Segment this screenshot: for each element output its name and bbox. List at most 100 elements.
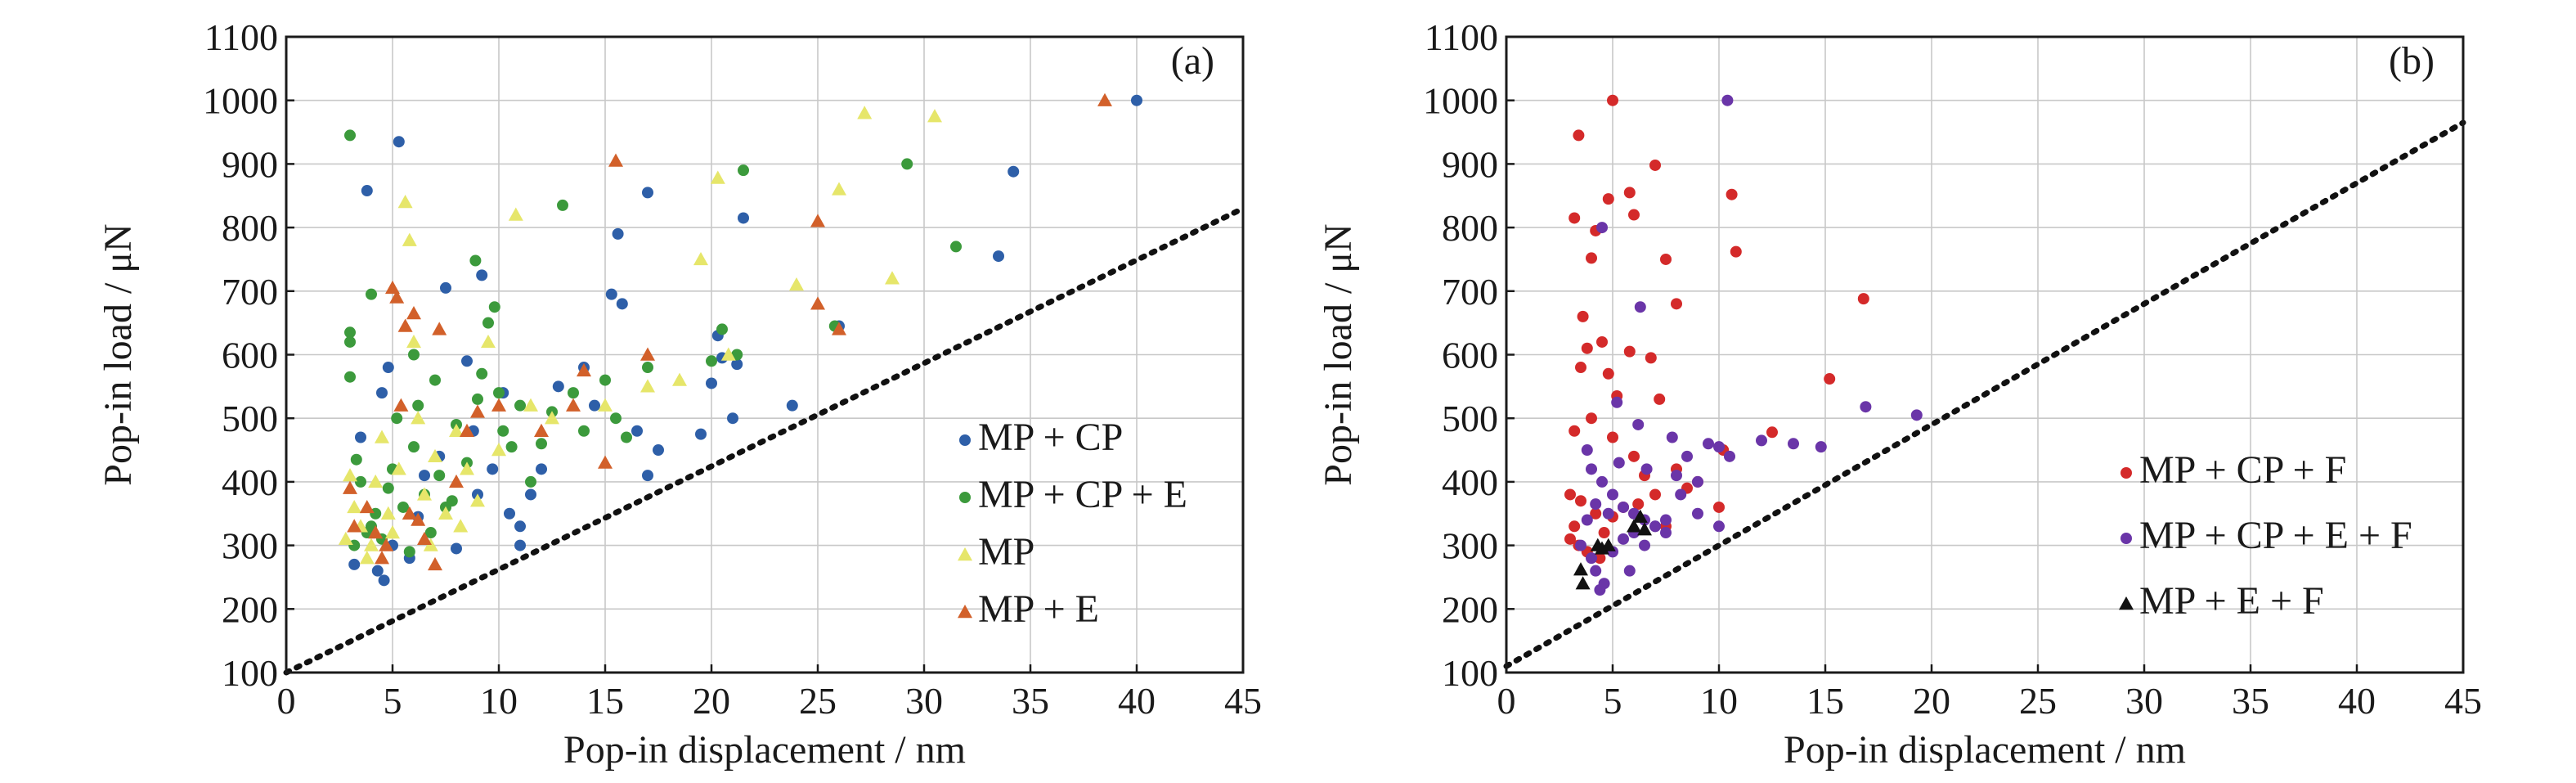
data-point [525,475,536,488]
y-tick-label: 400 [1442,461,1498,503]
data-point [1632,509,1648,523]
data-point [428,556,442,571]
data-point [1573,129,1585,142]
data-point [672,372,687,386]
data-point [1596,475,1608,488]
legend-marker [959,492,971,503]
x-tick-label: 40 [2338,680,2376,722]
data-point [402,232,417,246]
y-tick-label: 600 [1442,335,1498,376]
data-point [1607,431,1618,443]
data-point [461,355,473,367]
data-point [347,499,362,514]
data-point [493,387,505,399]
data-point [640,347,655,361]
data-point [428,448,442,463]
data-point [417,531,432,546]
data-point [470,404,485,418]
y-tick-label: 800 [222,207,278,249]
series-4 [343,92,1112,571]
reference-line [283,205,1246,676]
y-tick-label: 1100 [204,16,278,58]
data-point [1618,533,1629,545]
data-point [382,482,394,494]
data-point [1613,457,1625,469]
data-point [738,164,749,177]
data-point [488,301,500,313]
data-point [385,280,400,295]
data-point [397,318,413,332]
data-point [789,277,804,291]
data-point [504,507,515,520]
data-point [885,271,900,285]
data-point [449,423,464,437]
data-point [1596,335,1608,348]
data-point [1788,438,1799,450]
data-point [505,441,518,453]
data-point [469,254,482,267]
y-tick-label: 700 [1442,271,1498,313]
x-tick-label: 10 [1700,680,1738,722]
data-point [1639,539,1650,551]
data-point [950,241,962,253]
data-point [429,374,441,386]
data-point [1600,538,1616,551]
data-point [366,288,377,300]
y-tick-label: 900 [222,143,278,185]
data-point [1756,434,1767,447]
data-point [449,474,464,488]
data-point [1703,438,1714,450]
data-point [927,109,942,123]
data-point [1611,396,1623,408]
data-point [514,399,526,412]
data-point [491,398,506,412]
data-point [1627,519,1641,533]
data-point [598,398,613,412]
data-point [453,519,469,533]
series-3 [338,106,942,565]
data-point [491,443,506,457]
x-tick-label: 25 [2019,680,2057,722]
data-point [534,423,549,437]
data-point [385,525,400,539]
data-point [1581,514,1593,526]
data-point [389,290,405,304]
data-point [393,136,405,148]
data-point [810,214,825,227]
data-point [832,182,846,196]
data-point [566,398,581,412]
data-point [1692,475,1703,488]
y-tick-label: 800 [1442,207,1498,249]
reference-line [1503,119,2466,669]
data-point [1628,209,1640,221]
x-tick-label: 20 [693,680,730,722]
data-point [1568,520,1581,533]
data-point [1097,92,1112,106]
legend-label: MP + CP + E [978,473,1187,516]
series-3 [1573,509,1652,590]
data-point [1824,373,1836,385]
data-point [1598,527,1610,539]
y-tick-label: 300 [1442,525,1498,567]
data-point [368,474,384,488]
data-point [406,305,421,320]
x-tick-label: 40 [1118,680,1156,722]
data-point [438,506,453,520]
y-tick-label: 1000 [203,80,278,122]
data-point [344,335,356,348]
data-point [1671,470,1682,482]
legend-label: MP [978,530,1034,574]
x-axis-title: Pop-in displacement / nm [1784,728,2186,772]
data-point [476,367,488,380]
data-point [1008,165,1020,178]
data-point [557,199,568,211]
y-tick-label: 100 [222,652,278,694]
data-point [403,546,415,558]
data-point [720,347,736,361]
legend-label: MP + CP + F [2139,448,2346,492]
legend-marker [2120,467,2132,479]
legend: MP + CP + F MP + CP + E + F MP + E + F [2119,448,2412,623]
data-point [1628,450,1640,462]
legend-label: MP + CP + E + F [2139,514,2412,557]
x-axis-title: Pop-in displacement / nm [563,728,966,772]
